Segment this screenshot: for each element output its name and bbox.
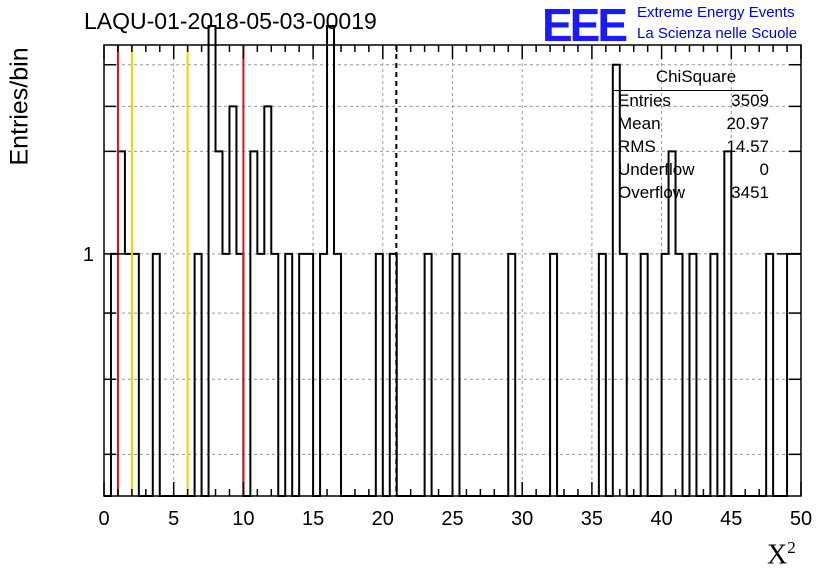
histogram-bin (118, 151, 125, 496)
histogram-outline (104, 24, 801, 497)
eee-logo: EEE (542, 0, 628, 51)
histogram-bin (327, 26, 334, 496)
stats-row: Mean 20.97 (609, 114, 773, 137)
x-tick-label: 5 (168, 508, 179, 530)
stats-label: RMS (618, 137, 656, 156)
x-tick-label: 50 (790, 508, 812, 530)
histogram-bin (599, 254, 606, 496)
histogram-bin (132, 254, 139, 496)
logo-line-2: La Scienza nelle Scuole (637, 25, 798, 42)
stats-box: ChiSquare Entries 3509 Mean 20.97 RMS 14.57… (609, 67, 773, 206)
histogram-bin (111, 254, 118, 496)
histogram-bin (620, 254, 627, 496)
stats-title: ChiSquare (655, 67, 737, 86)
stats-row: Underflow 0 (609, 160, 773, 183)
x-axis-label: X2 (767, 538, 796, 571)
histogram-bin (787, 254, 794, 496)
stats-label: Entries (618, 91, 671, 110)
x-tick-label: 15 (302, 508, 324, 530)
histogram-bin (766, 254, 773, 496)
histogram-bin (689, 254, 696, 496)
histogram-bin (662, 254, 669, 496)
histogram-bin (236, 254, 243, 496)
histogram-bin (320, 254, 327, 496)
stats-value: 3451 (731, 183, 769, 202)
histogram-bin (229, 106, 236, 496)
histogram-bin (453, 254, 460, 496)
stats-value: 14.57 (726, 137, 769, 156)
histogram-bin (334, 254, 341, 496)
histogram-bin (285, 254, 292, 496)
histogram-bin (306, 254, 313, 496)
stats-label: Overflow (618, 183, 686, 202)
histogram-bin (222, 254, 229, 496)
marker-lines (116, 45, 398, 496)
histogram-bin (250, 151, 257, 496)
stats-divider (613, 90, 763, 91)
y-tick-label: 1 (83, 244, 94, 266)
histogram-bin (794, 254, 801, 496)
histogram-bin (271, 254, 278, 496)
x-tick-label: 35 (581, 508, 603, 530)
x-tick-label: 30 (511, 508, 533, 530)
histogram-bin (641, 254, 648, 496)
x-tick-label: 20 (372, 508, 394, 530)
y-axis-ticks: 1 (83, 63, 801, 456)
histogram-bin (299, 254, 306, 496)
histogram-bin (264, 106, 271, 496)
histogram-bin (195, 254, 202, 496)
stats-label: Mean (618, 114, 661, 133)
histogram-bin (508, 254, 515, 496)
x-axis-ticks: 0 5 10 15 20 25 30 35 40 45 50 (98, 45, 812, 530)
x-tick-label: 45 (720, 508, 742, 530)
histogram-bin (676, 254, 683, 496)
histogram-bin (209, 26, 216, 496)
stats-label: Underflow (618, 160, 695, 179)
histogram-bin (550, 254, 557, 496)
stats-row: Overflow 3451 (609, 183, 773, 206)
logo-line-1: Extreme Energy Events (637, 4, 795, 21)
histogram-bin (216, 151, 223, 496)
x-tick-label: 40 (650, 508, 672, 530)
x-tick-label: 25 (441, 508, 463, 530)
histogram-bin (153, 254, 160, 496)
x-axis-label-base: X (767, 539, 788, 571)
histogram-bin (376, 254, 383, 496)
stats-row: Entries 3509 (609, 91, 773, 114)
x-tick-label: 10 (232, 508, 254, 530)
histogram-bin (425, 254, 432, 496)
stats-value: 3509 (731, 91, 769, 110)
histogram-bin (710, 254, 717, 496)
stats-row: RMS 14.57 (609, 137, 773, 160)
x-tick-label: 0 (98, 508, 109, 530)
histogram-bin (257, 254, 264, 496)
x-axis-label-sup: 2 (787, 538, 796, 557)
histogram-bins (104, 24, 801, 497)
stats-value: 0 (759, 160, 769, 179)
stats-value: 20.97 (726, 114, 769, 133)
histogram-bin (125, 254, 132, 496)
